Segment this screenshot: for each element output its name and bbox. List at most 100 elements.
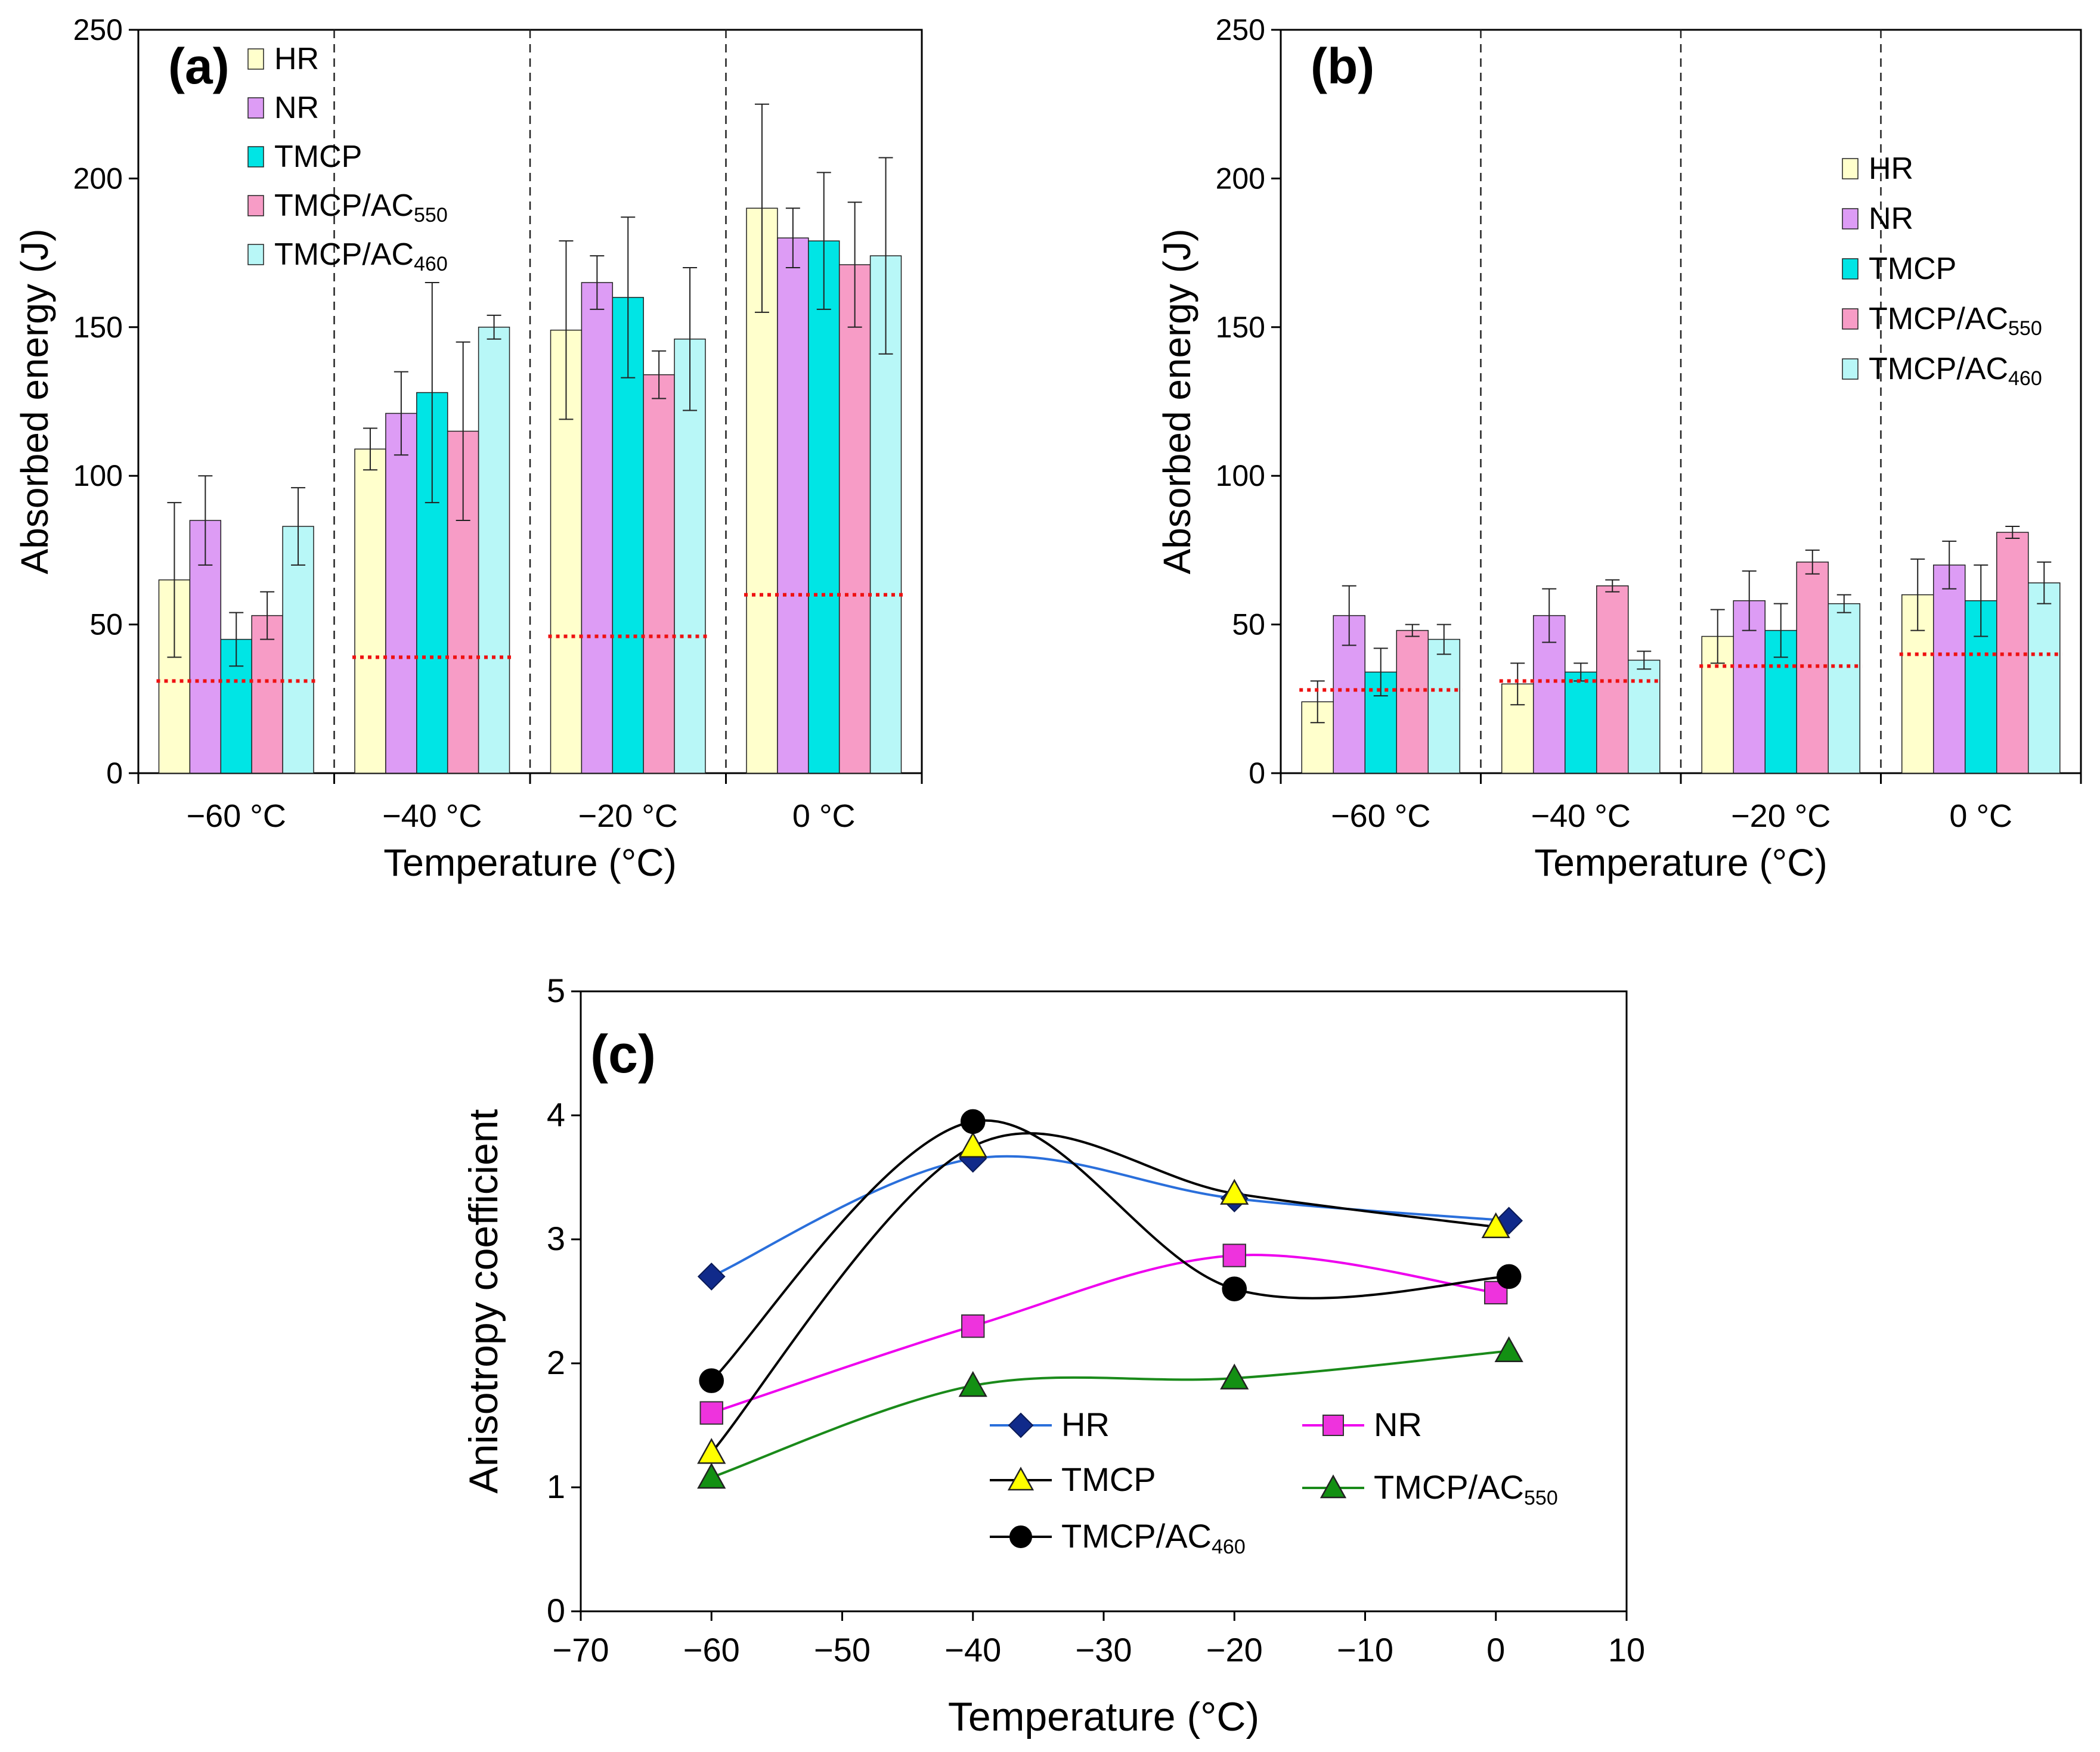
x-axis-label: Temperature (°C) bbox=[1534, 841, 1828, 884]
y-tick-label: 150 bbox=[1216, 311, 1265, 344]
legend-label: NR bbox=[1869, 201, 1913, 236]
bar-tmcp-ac550 bbox=[1396, 630, 1429, 774]
square-marker bbox=[961, 1314, 985, 1338]
triangle-marker bbox=[1220, 1179, 1249, 1205]
x-tick-label: −40 bbox=[944, 1631, 1001, 1669]
legend-swatch bbox=[1842, 258, 1859, 280]
y-tick-label: 100 bbox=[1216, 459, 1265, 492]
x-category-label: −60 °C bbox=[187, 798, 286, 834]
legend-swatch bbox=[247, 97, 264, 119]
circle-marker bbox=[1009, 1525, 1032, 1548]
triangle-marker bbox=[958, 1131, 987, 1158]
legend-swatch bbox=[1842, 158, 1859, 179]
triangle-marker bbox=[1220, 1363, 1249, 1390]
legend-swatch bbox=[1842, 358, 1859, 380]
triangle-marker bbox=[958, 1370, 987, 1397]
panel-b-bar-chart: 0 50 100 150 200 250 −60 °C −40 °C −20 °C 0 °C Tem… bbox=[1156, 13, 2082, 884]
bar-tmcp-ac460 bbox=[1628, 659, 1661, 774]
bar-tmcp-ac460 bbox=[282, 526, 314, 774]
legend-label: TMCP/AC550 bbox=[1374, 1468, 1558, 1509]
y-tick-label: 50 bbox=[89, 608, 123, 641]
diamond-marker bbox=[1008, 1412, 1034, 1438]
bar-nr bbox=[385, 413, 417, 774]
square-marker bbox=[699, 1401, 723, 1425]
y-tick-label: 0 bbox=[106, 756, 123, 790]
series-line-tmcp bbox=[710, 1132, 1497, 1454]
triangle-marker bbox=[697, 1438, 726, 1464]
legend-swatch bbox=[247, 48, 264, 70]
x-tick-label: −50 bbox=[814, 1631, 871, 1669]
triangle-marker bbox=[1494, 1336, 1523, 1363]
y-tick-label: 250 bbox=[1216, 13, 1265, 46]
bar-tmcp-ac460 bbox=[1828, 603, 1861, 774]
bar-tmcp bbox=[1564, 671, 1597, 774]
bar-tmcp-ac460 bbox=[478, 327, 510, 774]
bar-tmcp-ac460 bbox=[674, 339, 706, 774]
x-category-label: 0 °C bbox=[792, 798, 856, 834]
triangle-marker bbox=[697, 1462, 726, 1489]
y-tick-label: 0 bbox=[547, 1592, 565, 1629]
bar-tmcp-ac460 bbox=[1427, 638, 1461, 774]
legend-label: TMCP bbox=[1869, 252, 1956, 286]
legend-label: TMCP/AC460 bbox=[1061, 1517, 1246, 1558]
x-tick-label: −60 bbox=[683, 1631, 740, 1669]
x-tick-label: 0 bbox=[1486, 1631, 1505, 1669]
series-line-nr bbox=[711, 1254, 1497, 1415]
legend-label: NR bbox=[1374, 1406, 1422, 1443]
circle-marker bbox=[960, 1109, 986, 1134]
bar-tmcp bbox=[808, 240, 840, 774]
y-axis-label: Absorbed energy (J) bbox=[1156, 229, 1198, 575]
legend-swatch bbox=[247, 195, 264, 216]
triangle-marker bbox=[1007, 1466, 1034, 1491]
bar-nr bbox=[581, 282, 614, 774]
x-axis-label: Temperature (°C) bbox=[383, 841, 677, 884]
series-line-tmcp-ac460 bbox=[710, 1119, 1509, 1382]
panel-label: (c) bbox=[590, 1025, 656, 1084]
legend-subscript: 460 bbox=[2008, 367, 2042, 390]
diamond-marker bbox=[697, 1262, 726, 1291]
y-tick-label: 0 bbox=[1249, 756, 1265, 790]
legend-label: TMCP bbox=[274, 139, 362, 174]
y-axis-label: Anisotropy coefficient bbox=[461, 1109, 506, 1493]
legend-label: TMCP/AC460 bbox=[274, 237, 448, 275]
legend-swatch bbox=[247, 146, 264, 168]
x-category-label: 0 °C bbox=[1949, 798, 2012, 834]
x-tick-label: 10 bbox=[1608, 1631, 1645, 1669]
legend-label: TMCP/AC550 bbox=[1869, 302, 2042, 340]
panel-label: (a) bbox=[168, 38, 230, 94]
y-tick-label: 50 bbox=[1232, 608, 1265, 641]
y-tick-label: 3 bbox=[547, 1220, 565, 1257]
y-tick-label: 2 bbox=[547, 1344, 565, 1381]
x-tick-label: −30 bbox=[1076, 1631, 1132, 1669]
legend-subscript: 460 bbox=[1212, 1536, 1246, 1558]
triangle-marker bbox=[1320, 1474, 1347, 1499]
x-tick-label: −70 bbox=[553, 1631, 609, 1669]
panel-label: (b) bbox=[1311, 38, 1374, 94]
y-tick-label: 200 bbox=[73, 162, 123, 195]
legend-subscript: 550 bbox=[1524, 1487, 1558, 1509]
x-tick-label: −20 bbox=[1206, 1631, 1263, 1669]
circle-marker bbox=[1222, 1276, 1247, 1301]
circle-marker bbox=[699, 1368, 724, 1393]
legend-label: TMCP/AC460 bbox=[1869, 352, 2042, 390]
y-tick-label: 5 bbox=[547, 972, 565, 1009]
legend-subscript: 550 bbox=[2008, 317, 2042, 340]
bar-nr bbox=[1932, 565, 1966, 774]
x-axis-label: Temperature (°C) bbox=[948, 1694, 1259, 1739]
legend-label: HR bbox=[1869, 151, 1913, 186]
legend-label: NR bbox=[274, 91, 319, 125]
bar-tmcp-ac550 bbox=[838, 264, 871, 774]
bar-tmcp bbox=[612, 297, 644, 774]
y-axis-label: Absorbed energy (J) bbox=[13, 229, 56, 575]
legend-subscript: 550 bbox=[414, 204, 448, 227]
legend-subscript: 460 bbox=[414, 253, 448, 275]
square-marker bbox=[1322, 1415, 1344, 1436]
legend-label: HR bbox=[1061, 1406, 1110, 1443]
legend-swatch bbox=[1842, 208, 1859, 230]
legend-label: HR bbox=[274, 42, 319, 76]
y-tick-label: 100 bbox=[73, 459, 123, 492]
x-category-label: −60 °C bbox=[1331, 798, 1430, 834]
y-tick-label: 1 bbox=[547, 1468, 565, 1505]
y-tick-label: 150 bbox=[73, 311, 123, 344]
